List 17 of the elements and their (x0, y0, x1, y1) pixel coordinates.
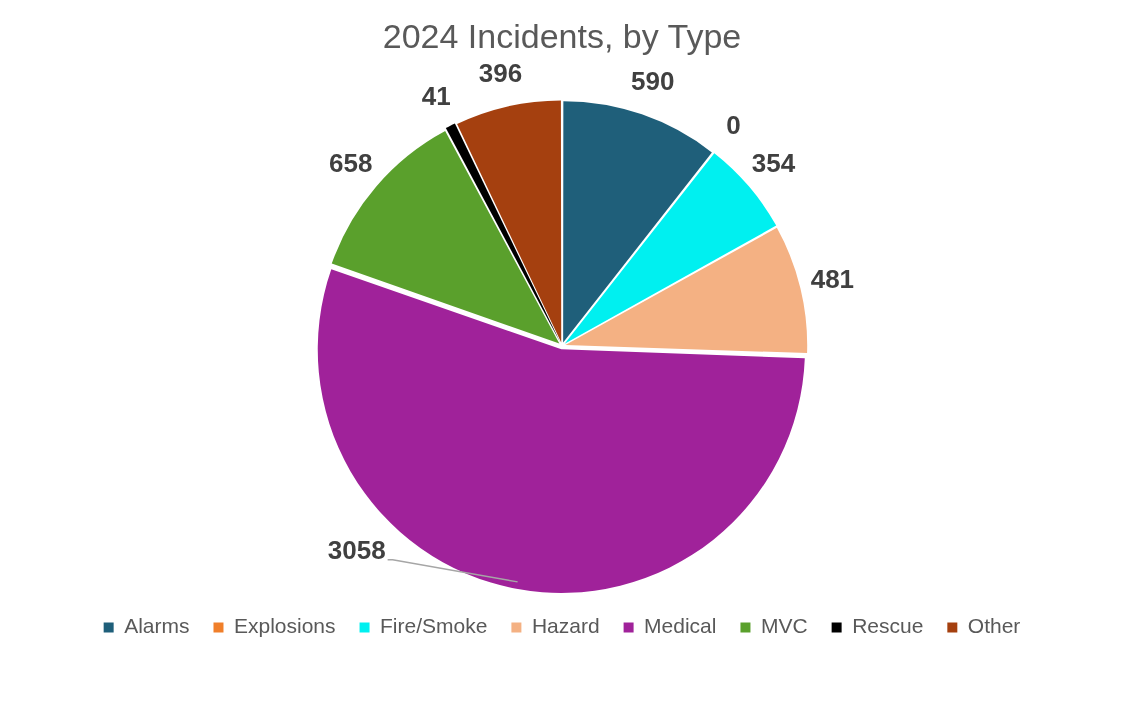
legend-label: Other (967, 614, 1021, 638)
legend-label: Fire/Smoke (380, 614, 488, 638)
data-label: 481 (810, 263, 855, 294)
legend-label: Alarms (124, 614, 190, 638)
legend-label: Rescue (852, 614, 924, 638)
text: 0 (726, 110, 741, 141)
data-label: 658 (329, 148, 373, 179)
data-label: 3058 (327, 535, 386, 566)
data-label: 354 (751, 148, 796, 179)
chart-title: 2024 Incidents, by Type (382, 16, 742, 55)
legend-label: Hazard (531, 614, 600, 638)
legend-label: Explosions (233, 614, 336, 638)
data-label: 396 (478, 57, 523, 88)
legend-label: Medical (644, 614, 717, 638)
legend-label: MVC (760, 614, 808, 638)
data-label: 590 (631, 66, 675, 97)
data-label: 41 (421, 81, 451, 112)
